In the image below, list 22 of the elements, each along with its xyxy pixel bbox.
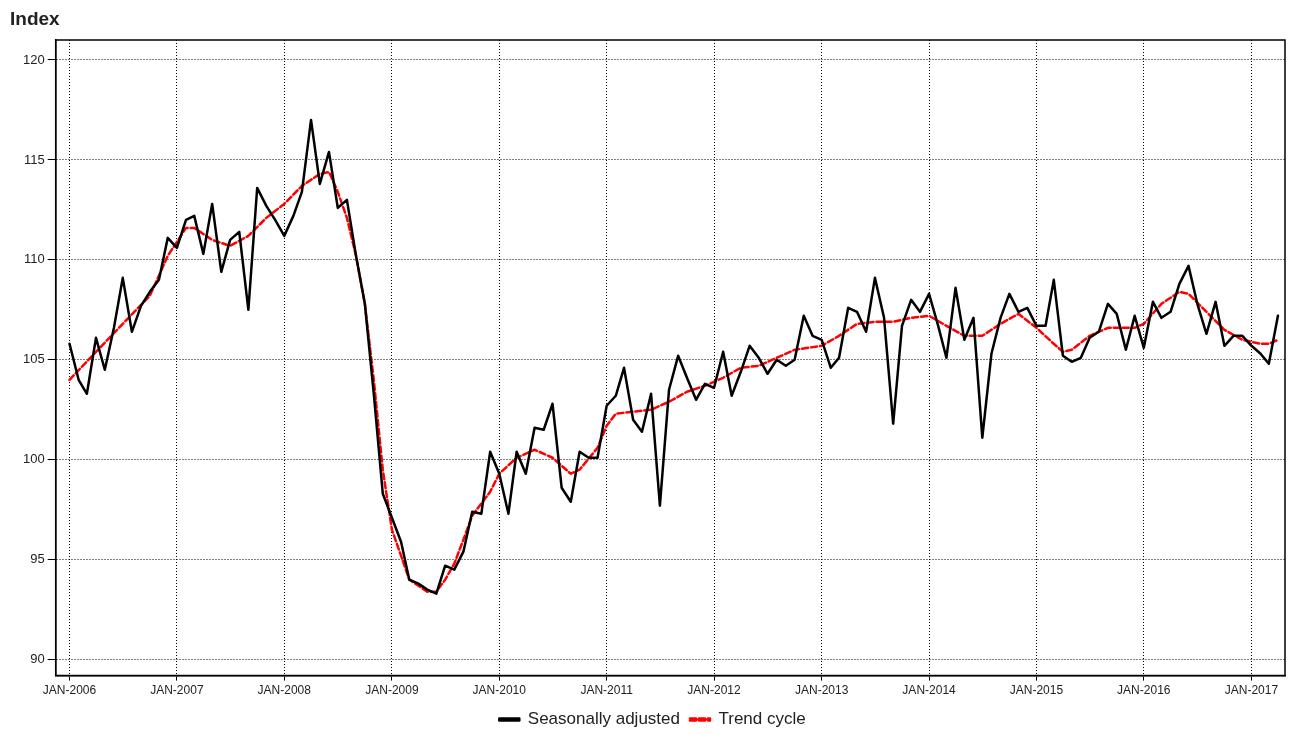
x-tick-label: JAN-2010 (472, 683, 527, 698)
x-tick-label: JAN-2011 (580, 683, 634, 698)
x-tick-label: JAN-2008 (257, 683, 312, 698)
legend-label: Trend cycle (718, 709, 806, 729)
x-tick-label: JAN-2006 (42, 683, 97, 698)
y-axis-title: Index (10, 8, 60, 30)
y-tick-label: 110 (23, 251, 45, 267)
y-tick-label: 100 (22, 451, 45, 467)
x-tick-label: JAN-2009 (365, 683, 419, 698)
y-tick-label: 105 (22, 351, 45, 367)
y-tick-label: 95 (30, 551, 45, 567)
y-tick-label: 120 (22, 51, 45, 67)
x-tick-label: JAN-2016 (1117, 683, 1171, 698)
x-tick-label: JAN-2007 (150, 683, 204, 698)
x-tick-label: JAN-2012 (687, 683, 742, 698)
x-tick-label: JAN-2017 (1224, 683, 1279, 698)
x-tick-label: JAN-2013 (795, 683, 849, 698)
x-tick-label: JAN-2014 (902, 683, 957, 698)
y-tick-label: 115 (23, 151, 45, 167)
x-tick-label: JAN-2015 (1009, 683, 1064, 698)
legend-label: Seasonally adjusted (527, 709, 680, 729)
y-tick-label: 90 (30, 651, 45, 667)
